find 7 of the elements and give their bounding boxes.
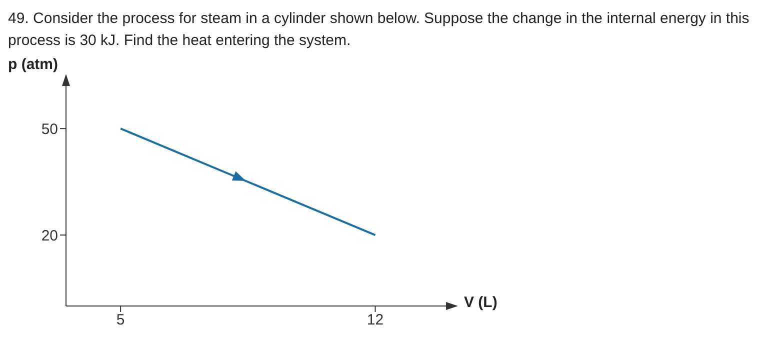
chart-title: 49. Consider the process for steam in a cylinder shown below. Suppose the change in the internal energy in this process is 30 kJ. Find the heat entering the system.	[8, 9, 750, 51]
y-tick-label: 20	[41, 227, 58, 244]
y-axis-title: p (atm)	[8, 56, 58, 73]
x-axis-title: V (L)	[464, 294, 498, 311]
x-tick-label: 5	[116, 312, 125, 329]
y-tick-label: 50	[41, 120, 58, 138]
x-tick-label: 12	[366, 312, 384, 329]
